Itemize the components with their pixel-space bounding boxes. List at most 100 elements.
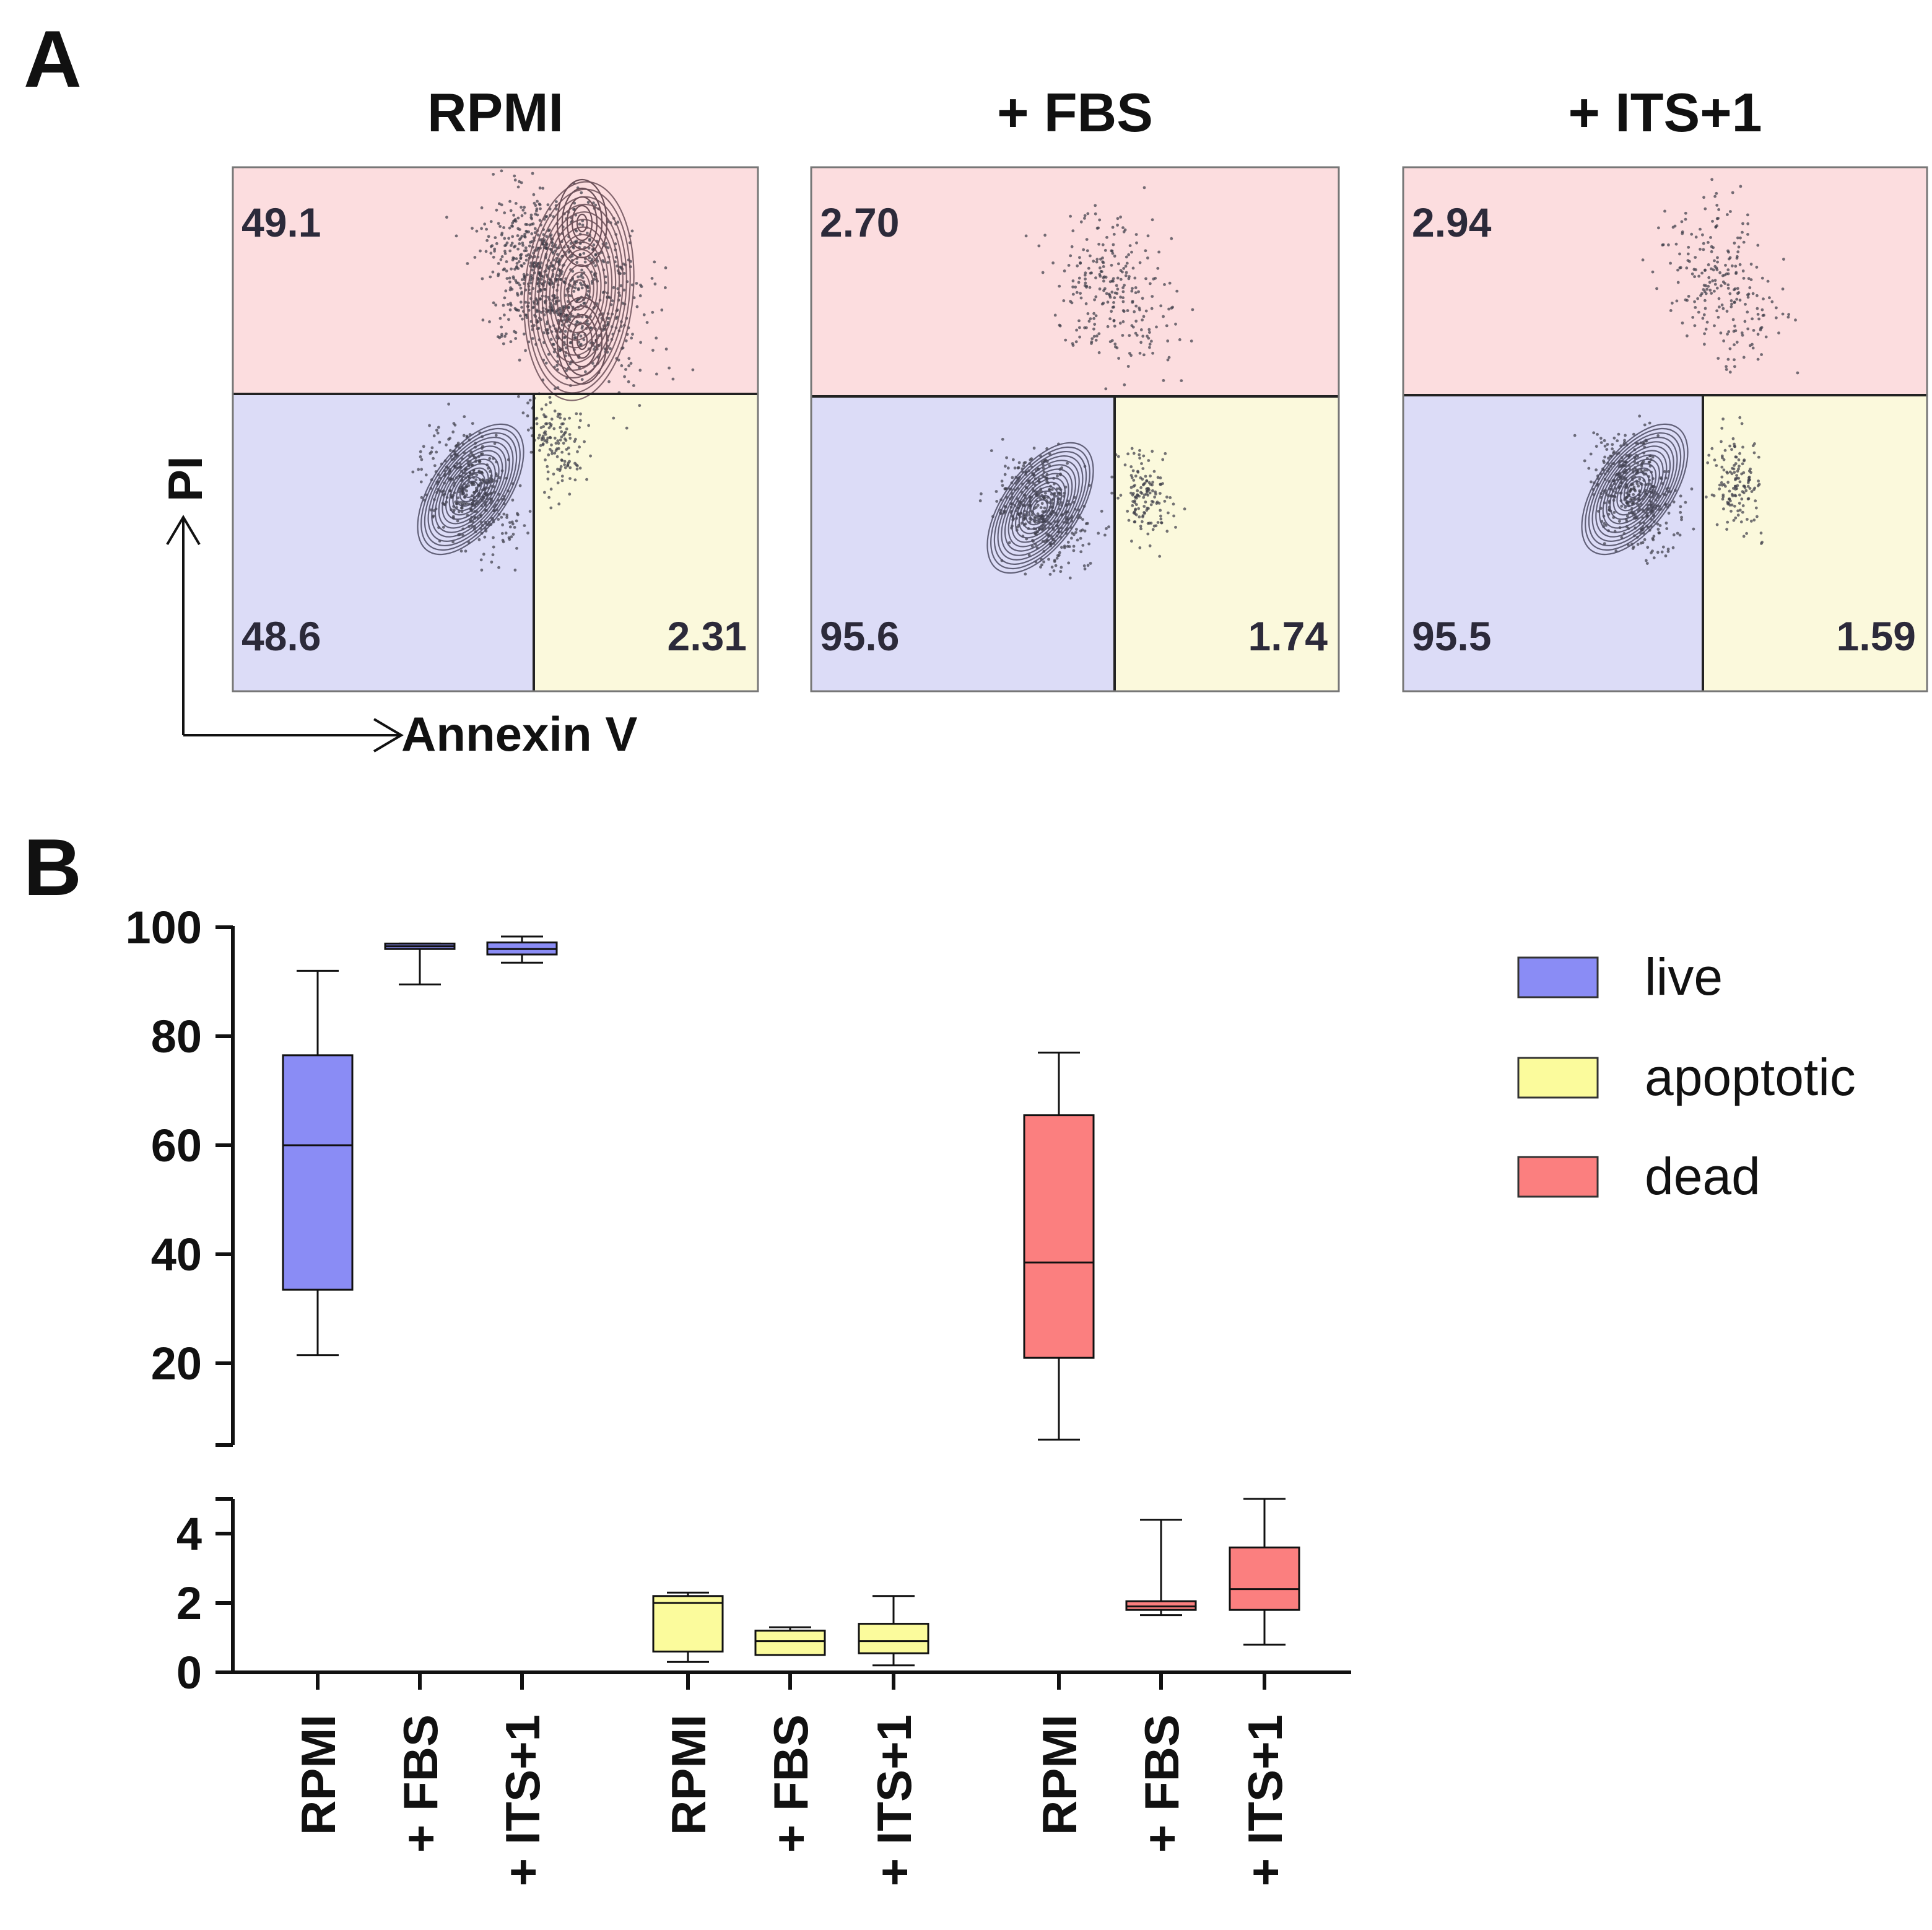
event-dot [430, 446, 434, 450]
event-dot [1165, 324, 1168, 328]
event-dot [1678, 252, 1681, 256]
event-dot [1675, 299, 1679, 303]
event-dot [536, 234, 540, 237]
event-dot [1760, 542, 1763, 545]
quadrant-lower-right-value: 2.31 [668, 613, 747, 659]
event-dot [1167, 511, 1170, 515]
event-dot [1108, 280, 1112, 284]
event-dot [1131, 504, 1134, 507]
event-dot [1733, 300, 1736, 304]
box-iqr [858, 1623, 929, 1654]
event-dot [1125, 255, 1128, 259]
event-dot [631, 333, 634, 336]
event-dot [1676, 531, 1679, 535]
event-dot [1138, 351, 1142, 355]
event-dot [1741, 333, 1744, 337]
panel-label-a: A [24, 14, 82, 104]
event-dot [1159, 517, 1163, 521]
event-dot [1087, 320, 1091, 323]
event-dot [1590, 480, 1593, 484]
event-dot [1717, 297, 1721, 300]
event-dot [1149, 503, 1153, 507]
event-dot [1700, 271, 1704, 275]
event-dot [549, 338, 553, 341]
event-dot [1090, 337, 1094, 341]
event-dot [1687, 245, 1690, 249]
event-dot [553, 452, 557, 455]
event-dot [1745, 531, 1749, 535]
event-dot [1088, 286, 1092, 289]
event-dot [1142, 493, 1146, 497]
event-dot [1731, 437, 1735, 440]
flow-plot-3: + ITS+1 2.94 95.5 1.59 [1402, 82, 1928, 692]
event-dot [1121, 286, 1125, 289]
event-dot [1030, 513, 1034, 517]
event-dot [1172, 514, 1175, 518]
contour-ring [1018, 481, 1063, 535]
event-dot [1749, 278, 1753, 281]
event-dot [1054, 564, 1058, 567]
event-dot [1127, 518, 1131, 522]
event-dot [1013, 466, 1017, 469]
event-dot [1723, 448, 1727, 452]
event-dot [500, 232, 504, 235]
event-dot [577, 341, 581, 344]
event-dot [1138, 453, 1141, 456]
event-dot [509, 209, 513, 212]
event-dot [1053, 492, 1056, 495]
event-dot [1684, 217, 1687, 221]
event-dot [1058, 324, 1062, 328]
event-dot [1040, 502, 1044, 505]
event-dot [558, 469, 562, 473]
event-dot [1159, 514, 1162, 518]
event-dot [1180, 379, 1183, 382]
event-dot [1636, 543, 1640, 546]
event-dot [517, 260, 521, 263]
event-dot [1146, 494, 1150, 497]
event-dot [554, 387, 557, 391]
event-dot [1086, 249, 1089, 253]
event-dot [1142, 505, 1146, 508]
quadrant-upper-value: 2.94 [1412, 199, 1492, 245]
y-tick-label: 4 [176, 1508, 202, 1560]
event-dot [1713, 259, 1716, 263]
event-dot [520, 214, 524, 217]
event-dot [1168, 281, 1172, 285]
event-dot [1781, 287, 1785, 290]
event-dot [1141, 297, 1144, 300]
event-dot [611, 299, 614, 302]
event-dot [1115, 284, 1118, 287]
event-dot [1128, 275, 1131, 278]
event-dot [503, 334, 507, 338]
event-dot [1656, 528, 1660, 531]
event-dot [1680, 518, 1683, 522]
event-dot [524, 300, 528, 304]
event-dot [489, 251, 493, 255]
event-dot [1131, 287, 1134, 290]
event-dot [604, 242, 608, 245]
event-dot [1730, 302, 1733, 306]
event-dot [1707, 453, 1711, 457]
event-dot [557, 260, 560, 264]
event-dot [1629, 487, 1633, 491]
event-dot [1744, 489, 1748, 492]
event-dot [507, 237, 510, 240]
event-dot [507, 303, 510, 306]
x-tick-label: + FBS [393, 1714, 448, 1853]
event-dot [645, 321, 649, 324]
event-dot [1693, 300, 1697, 303]
event-dot [592, 243, 596, 247]
event-dot [559, 426, 562, 429]
event-dot [1071, 285, 1074, 289]
event-dot [609, 347, 612, 351]
event-dot [632, 384, 635, 387]
event-dot [1141, 334, 1145, 338]
event-dot [504, 531, 508, 535]
event-dot [1713, 264, 1717, 268]
event-dot [1167, 307, 1170, 311]
event-dot [1760, 276, 1764, 280]
event-dot [510, 242, 514, 245]
event-dot [1142, 315, 1146, 318]
event-dot [542, 431, 546, 435]
